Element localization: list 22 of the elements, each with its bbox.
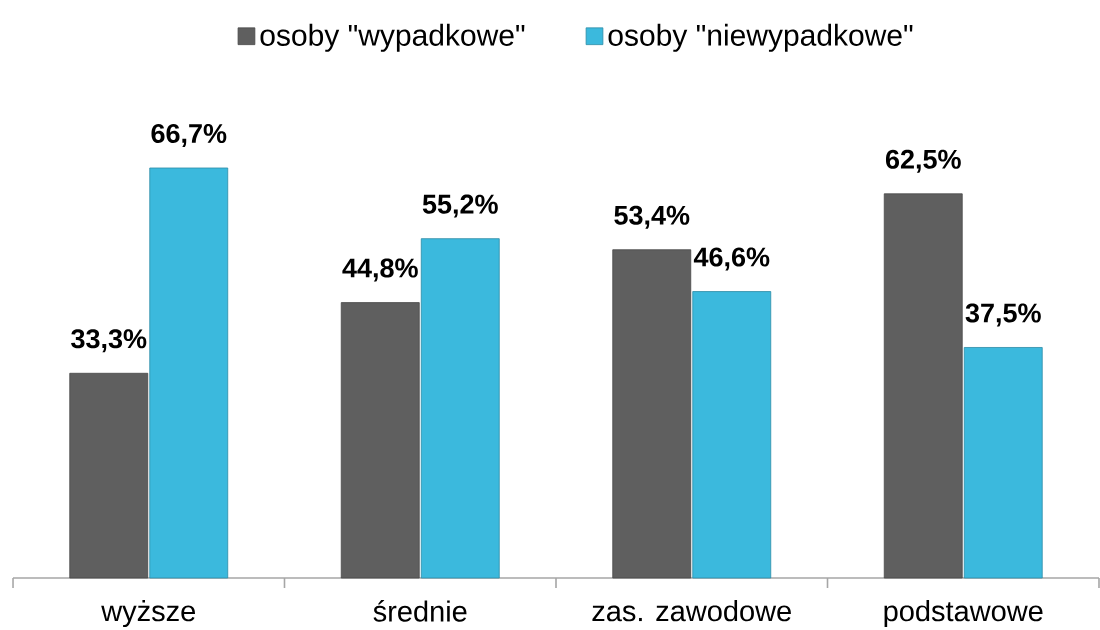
data-label: 37,5% <box>965 303 1041 327</box>
legend-label: osoby "niewypadkowe" <box>608 23 913 52</box>
x-tick-label: wyższe <box>101 600 195 628</box>
data-label: 55,2% <box>422 194 498 218</box>
bar <box>69 372 149 579</box>
bar <box>963 347 1043 579</box>
data-label: 33,3% <box>71 329 147 353</box>
x-tick-label: podstawowe <box>884 600 1043 628</box>
bar <box>340 302 420 579</box>
x-tick-label: średnie <box>373 600 467 622</box>
data-label: 44,8% <box>342 258 418 282</box>
bar <box>612 249 692 579</box>
legend-label: osoby "wypadkowe" <box>260 23 525 52</box>
data-label: 62,5% <box>885 149 961 173</box>
bar <box>883 193 963 579</box>
bar <box>692 291 772 579</box>
bar <box>420 238 500 579</box>
x-tick-label: zas. zawodowe <box>592 600 791 622</box>
data-label: 53,4% <box>614 205 690 229</box>
data-label: 46,6% <box>693 247 770 271</box>
data-label: 66,7% <box>151 123 227 147</box>
bar <box>149 167 229 579</box>
